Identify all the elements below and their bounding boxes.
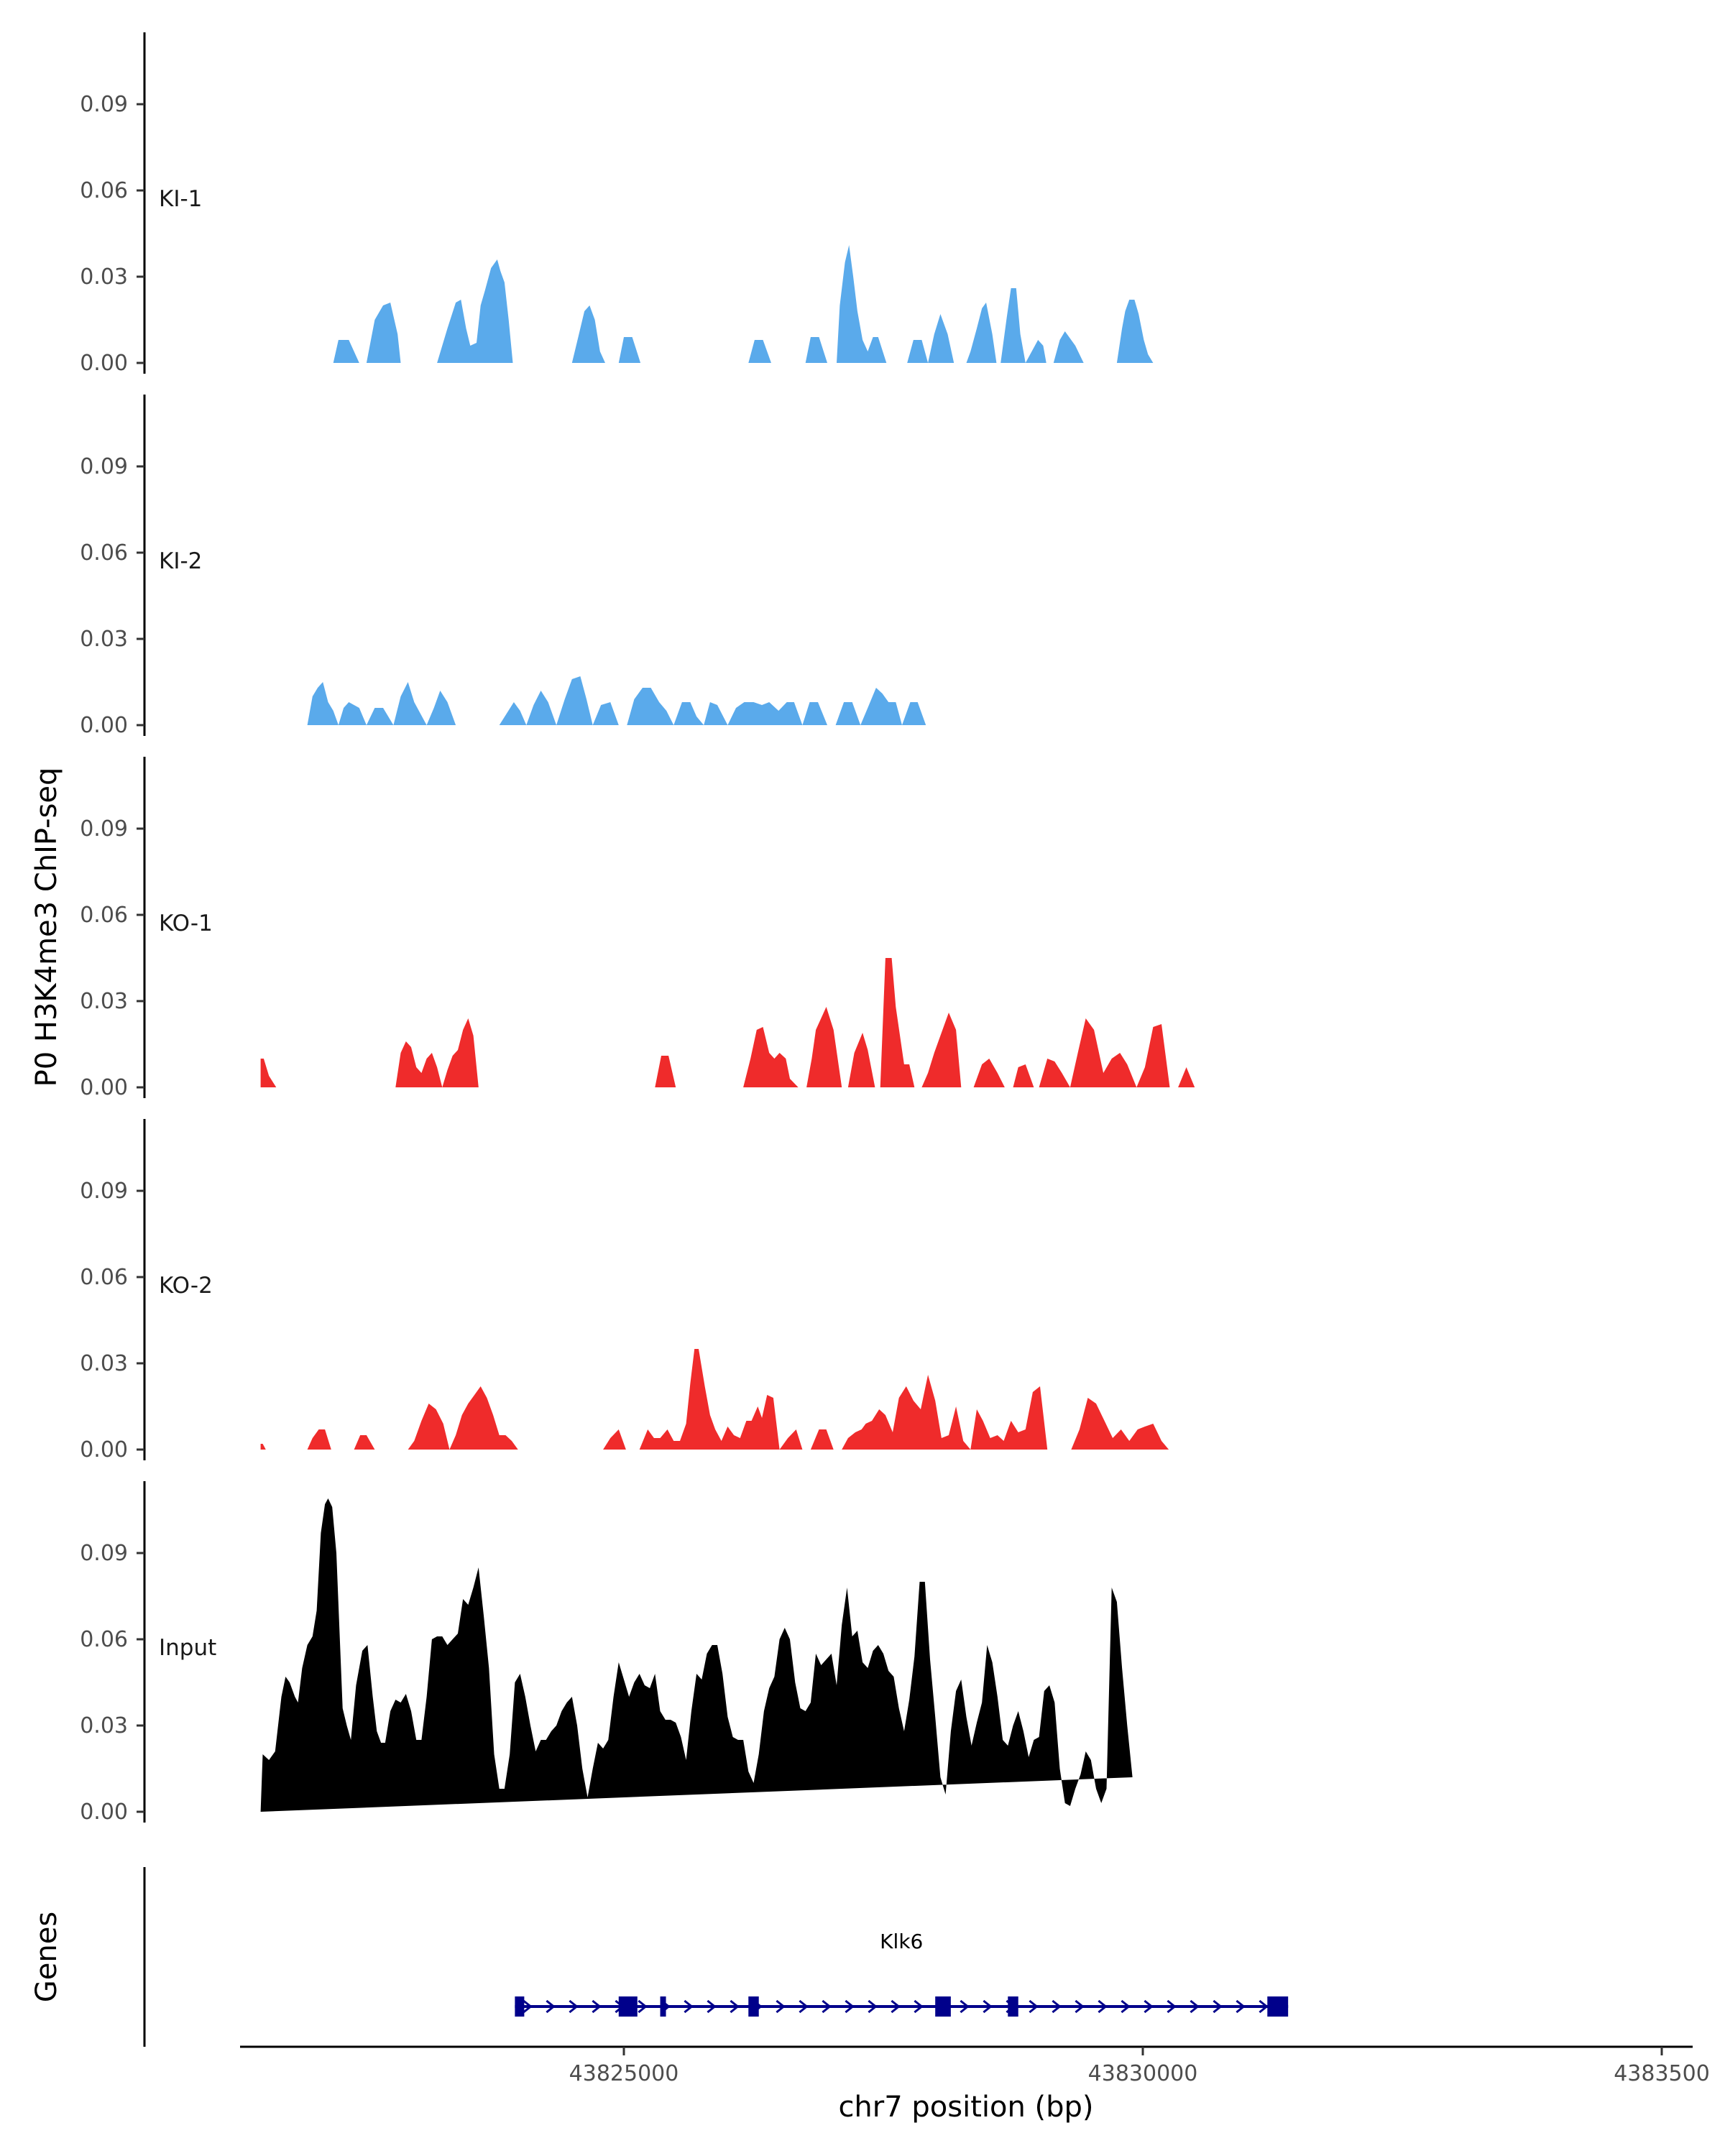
- x-tick-label: 4383500: [1614, 2061, 1710, 2086]
- y-tick-label: 0.06: [80, 1265, 128, 1290]
- gene-exon: [748, 1996, 759, 2017]
- signal-area: [260, 1349, 1169, 1450]
- y-tick-label: 0.03: [80, 264, 128, 290]
- track-label: KI-1: [159, 186, 202, 212]
- x-axis: 43825000 43830000 4383500: [240, 2045, 1710, 2086]
- y-tick-label: 0.03: [80, 627, 128, 652]
- signal-area: [260, 958, 1263, 1087]
- strand-arrow: [868, 1999, 878, 2014]
- strand-arrow: [914, 1999, 924, 2014]
- strand-arrow: [1167, 1999, 1177, 2014]
- y-axis-title: P0 H3K4me3 ChIP-seq: [30, 768, 63, 1087]
- signal-area: [260, 1498, 1133, 1812]
- gene-exon: [1267, 1996, 1289, 2017]
- x-axis-title: chr7 position (bp): [838, 2091, 1093, 2124]
- gene-klk6: Klk6: [515, 1930, 1289, 2017]
- genes-panel: Genes Klk6: [30, 1867, 1289, 2047]
- strand-arrow: [569, 1999, 579, 2014]
- strand-arrow: [822, 1999, 832, 2014]
- y-tick-label: 0.06: [80, 1627, 128, 1652]
- strand-arrow: [891, 1999, 901, 2014]
- strand-arrow: [1236, 1999, 1246, 2014]
- track-label: KO-2: [159, 1273, 213, 1299]
- y-tick-label: 0.03: [80, 989, 128, 1014]
- strand-arrow: [1121, 1999, 1131, 2014]
- signal-area: [307, 676, 932, 725]
- y-tick-label: 0.06: [80, 178, 128, 203]
- strand-arrow: [592, 1999, 602, 2014]
- strand-arrow: [1052, 1999, 1062, 2014]
- gene-exon: [1008, 1996, 1018, 2017]
- track-ko-1: KO-1 0.00 0.03 0.06 0.09: [80, 757, 1263, 1100]
- strand-arrow: [799, 1999, 809, 2014]
- y-tick-label: 0.00: [80, 1800, 128, 1825]
- gene-exon: [660, 1996, 666, 2017]
- y-tick-label: 0.00: [80, 351, 128, 376]
- y-tick-label: 0.09: [80, 816, 128, 842]
- x-tick-label: 43825000: [569, 2061, 679, 2086]
- strand-arrow: [845, 1999, 855, 2014]
- strand-arrow: [1098, 1999, 1108, 2014]
- gene-exon: [935, 1996, 951, 2017]
- track-label: KO-1: [159, 911, 213, 936]
- y-tick-label: 0.00: [80, 1437, 128, 1462]
- track-ki-1: KI-1 0.00 0.03 0.06 0.09: [80, 32, 1154, 376]
- gene-label: Klk6: [880, 1930, 923, 1953]
- genes-panel-title: Genes: [30, 1912, 63, 2002]
- strand-arrow: [523, 1999, 533, 2014]
- y-tick-label: 0.09: [80, 1541, 128, 1566]
- strand-arrow: [1075, 1999, 1085, 2014]
- track-label: KI-2: [159, 548, 202, 574]
- strand-arrow: [684, 1999, 694, 2014]
- y-tick-label: 0.03: [80, 1713, 128, 1738]
- strand-arrow: [546, 1999, 556, 2014]
- y-tick-label: 0.06: [80, 903, 128, 928]
- gene-exon: [515, 1996, 525, 2017]
- strand-arrow: [707, 1999, 717, 2014]
- strand-arrow: [1259, 1999, 1269, 2014]
- strand-arrow: [730, 1999, 740, 2014]
- y-tick-label: 0.09: [80, 454, 128, 479]
- strand-arrow: [1029, 1999, 1039, 2014]
- strand-arrow: [638, 1999, 648, 2014]
- x-tick-label: 43830000: [1088, 2061, 1198, 2086]
- track-label: Input: [159, 1635, 216, 1661]
- strand-arrow: [983, 1999, 993, 2014]
- strand-arrow: [1213, 1999, 1223, 2014]
- strand-arrow: [1144, 1999, 1154, 2014]
- y-tick-label: 0.00: [80, 713, 128, 738]
- y-tick-label: 0.09: [80, 1179, 128, 1204]
- strand-arrow: [960, 1999, 970, 2014]
- strand-arrow: [1190, 1999, 1200, 2014]
- y-tick-label: 0.09: [80, 92, 128, 117]
- y-tick-label: 0.06: [80, 540, 128, 566]
- track-ko-2: KO-2 0.00 0.03 0.06 0.09: [80, 1119, 1169, 1462]
- y-tick-label: 0.03: [80, 1351, 128, 1376]
- y-tick-label: 0.00: [80, 1075, 128, 1100]
- track-input: Input 0.00 0.03 0.06 0.09: [80, 1481, 1133, 1825]
- gene-exon: [618, 1996, 638, 2017]
- strand-arrow: [776, 1999, 786, 2014]
- signal-area: [333, 245, 1154, 363]
- track-ki-2: KI-2 0.00 0.03 0.06 0.09: [80, 395, 932, 738]
